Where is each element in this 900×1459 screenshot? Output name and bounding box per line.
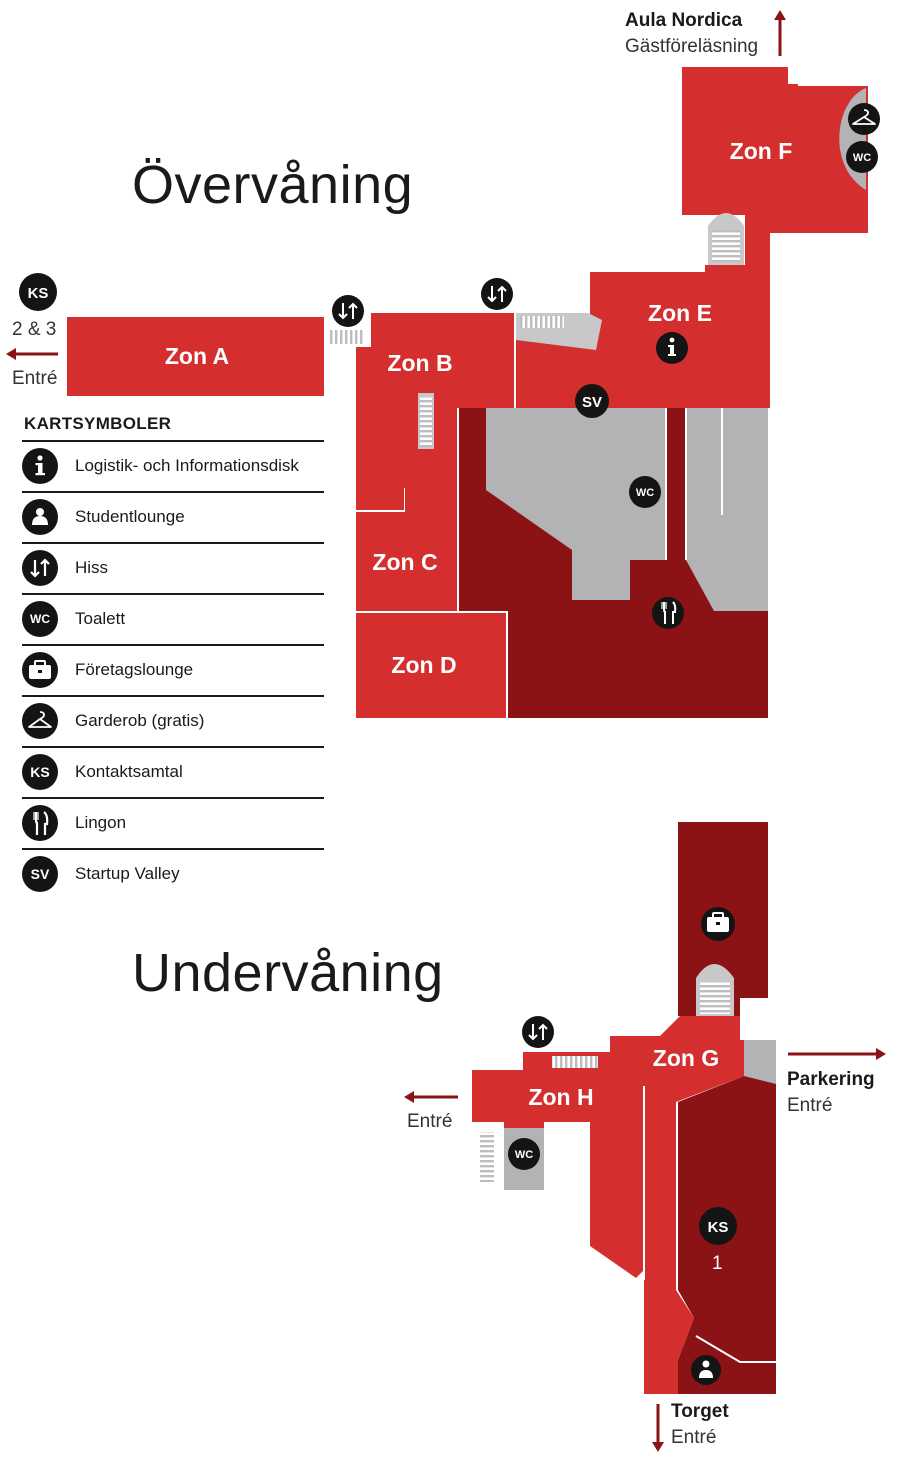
- svg-text:KS: KS: [30, 764, 49, 780]
- elevator-icon: [522, 1016, 554, 1048]
- legend-title: KARTSYMBOLER: [24, 414, 172, 433]
- info-icon: [656, 332, 688, 364]
- legend-row: SV Startup Valley: [22, 848, 324, 899]
- legend-row: WC Toalett: [22, 593, 324, 644]
- corridor-right: [686, 408, 768, 611]
- wc-icon: WC: [629, 476, 661, 508]
- legend-label: Företagslounge: [75, 660, 194, 679]
- briefcase-icon: [701, 907, 735, 941]
- entre-h-arrow: [404, 1091, 458, 1103]
- parkering-subtitle: Entré: [787, 1095, 833, 1116]
- zone-d-area[interactable]: [356, 613, 506, 718]
- stairs-ef-steps: [712, 230, 740, 262]
- zone-e-label: Zon E: [648, 300, 712, 326]
- ks-icon: KS: [699, 1207, 737, 1245]
- legend: KARTSYMBOLER Logistik- och Informationsd…: [22, 414, 324, 899]
- legend-label: Startup Valley: [75, 864, 180, 883]
- torget-title: Torget: [671, 1401, 729, 1422]
- elevator-icon: [332, 295, 364, 327]
- svg-text:KS: KS: [708, 1219, 729, 1236]
- zone-h-label: Zon H: [528, 1084, 593, 1110]
- zone-f-label: Zon F: [730, 138, 793, 164]
- briefcase-icon: [22, 652, 58, 688]
- zone-a-label: Zon A: [165, 343, 229, 369]
- upper-floor-title: Övervåning: [132, 155, 414, 215]
- zone-g-area[interactable]: [623, 1016, 776, 1394]
- wc-icon: WC: [846, 141, 878, 173]
- aula-subtitle: Gästföreläsning: [625, 36, 759, 57]
- legend-row: Logistik- och Informationsdisk: [22, 440, 324, 491]
- svg-text:SV: SV: [31, 866, 50, 882]
- legend-row: KS Kontaktsamtal: [22, 746, 324, 797]
- cutlery-icon: [22, 805, 58, 841]
- person-icon: [22, 499, 58, 535]
- hanger-icon: [22, 703, 58, 739]
- elevator-icon: [481, 278, 513, 310]
- ks-upper-number: 2 & 3: [12, 319, 57, 340]
- svg-text:SV: SV: [582, 394, 602, 411]
- sv-icon: SV: [575, 384, 609, 418]
- entre-left-arrow: [6, 348, 58, 360]
- zone-d-label: Zon D: [391, 652, 456, 678]
- lounge-divider: [695, 1335, 776, 1363]
- stairs-h-steps: [552, 1056, 598, 1068]
- legend-label: Hiss: [75, 558, 109, 577]
- cutlery-icon: [652, 597, 684, 629]
- legend-label: Studentlounge: [75, 507, 185, 526]
- svg-text:WC: WC: [515, 1149, 533, 1161]
- legend-label: Lingon: [75, 813, 127, 832]
- zone-a-area[interactable]: [67, 317, 324, 396]
- stairs-b-steps-lines: [420, 397, 432, 447]
- corridor-g: [744, 1040, 776, 1084]
- legend-row: Företagslounge: [22, 644, 324, 695]
- zone-f-area[interactable]: [682, 67, 868, 240]
- aula-arrow: [774, 10, 786, 56]
- aula-title: Aula Nordica: [625, 10, 743, 31]
- stairs-ab-steps: [328, 330, 364, 344]
- zone-h-area[interactable]: [472, 1036, 644, 1278]
- zone-g-label: Zon G: [653, 1045, 719, 1071]
- ks-lower-number: 1: [712, 1253, 723, 1274]
- lower-floor-title: Undervåning: [132, 943, 444, 1003]
- legend-row: Garderob (gratis): [22, 695, 324, 746]
- legend-label: Kontaktsamtal: [75, 762, 183, 781]
- svg-text:KS: KS: [28, 285, 49, 302]
- hanger-icon: [848, 103, 880, 135]
- entre-h-label: Entré: [407, 1111, 453, 1132]
- ks-icon: KS: [22, 754, 58, 790]
- svg-text:WC: WC: [636, 487, 654, 499]
- zone-c-area[interactable]: [356, 488, 457, 611]
- parkering-arrow: [788, 1048, 886, 1060]
- lower-floor: Zon G Zon H WC KS: [404, 822, 886, 1452]
- svg-text:WC: WC: [30, 612, 50, 626]
- upper-floor: Zon A Zon B Zon C Zon D Zon E Zon F WC S…: [6, 10, 880, 718]
- legend-label: Garderob (gratis): [75, 711, 205, 730]
- wc-icon: WC: [22, 601, 58, 637]
- entre-left-label: Entré: [12, 368, 58, 389]
- legend-label: Logistik- och Informationsdisk: [75, 456, 299, 475]
- parkering-title: Parkering: [787, 1069, 875, 1090]
- elevator-icon: [22, 550, 58, 586]
- zone-e-area[interactable]: [516, 240, 770, 418]
- zone-b-label: Zon B: [387, 350, 452, 376]
- info-icon: [22, 448, 58, 484]
- person-icon: [691, 1355, 721, 1385]
- sv-icon: SV: [22, 856, 58, 892]
- svg-text:WC: WC: [853, 152, 871, 164]
- stairs-g-steps: [700, 982, 730, 1014]
- legend-row: Lingon: [22, 797, 324, 848]
- stairs-e-steps: [520, 316, 564, 328]
- legend-label: Toalett: [75, 609, 126, 628]
- stairs-h-left: [480, 1132, 494, 1182]
- corridor-center: [486, 408, 666, 600]
- zone-c-label: Zon C: [372, 549, 437, 575]
- torget-arrow: [652, 1404, 664, 1452]
- zone-b-area[interactable]: [356, 313, 514, 510]
- legend-row: Hiss: [22, 542, 324, 593]
- torget-subtitle: Entré: [671, 1427, 717, 1448]
- ks-icon: KS: [19, 273, 57, 311]
- wc-icon: WC: [508, 1138, 540, 1170]
- legend-row: Studentlounge: [22, 491, 324, 542]
